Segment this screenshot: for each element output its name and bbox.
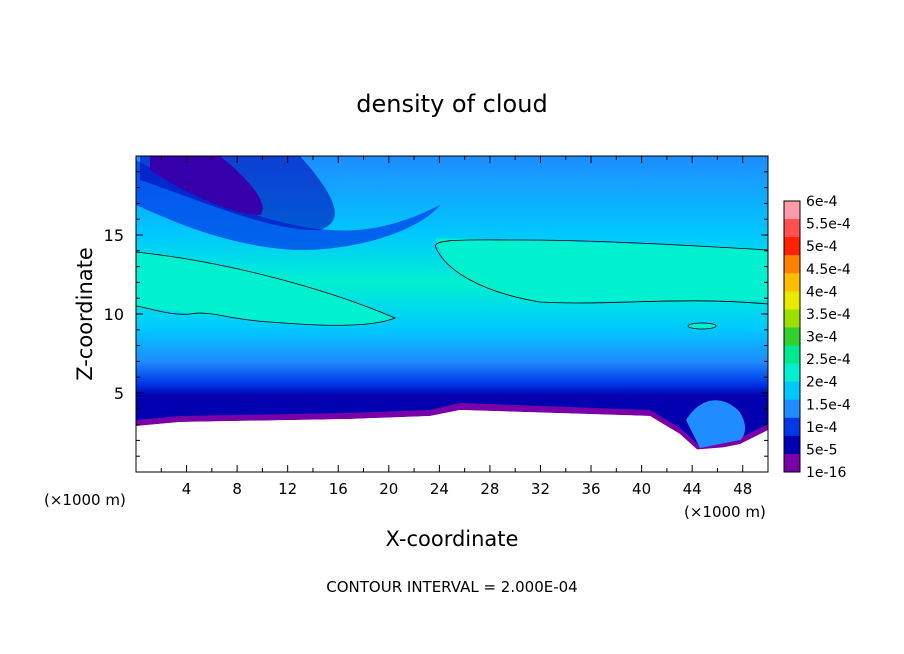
upper-left-dark-band bbox=[140, 156, 335, 231]
chart-title: density of cloud bbox=[356, 90, 547, 118]
left-maximum-region bbox=[136, 252, 395, 326]
x-tick-label: 8 bbox=[232, 480, 242, 498]
x-unit-left: (×1000 m) bbox=[44, 491, 126, 509]
colorbar-swatch bbox=[784, 219, 800, 238]
x-tick-label: 40 bbox=[632, 480, 651, 498]
heatmap-field bbox=[136, 156, 768, 472]
colorbar-label: 3e-4 bbox=[806, 330, 838, 346]
cloud-base-band bbox=[136, 398, 768, 450]
x-tick-label: 28 bbox=[480, 480, 499, 498]
cloud-base-edge bbox=[136, 403, 768, 452]
colorbar-label: 5e-5 bbox=[806, 442, 837, 458]
colorbar-swatch bbox=[784, 399, 800, 419]
colorbar-label: 2e-4 bbox=[806, 375, 838, 391]
colorbar-swatch bbox=[784, 255, 800, 274]
colorbar-label: 1e-4 bbox=[806, 420, 838, 436]
colorbar-swatch bbox=[784, 201, 800, 220]
hill-patch bbox=[686, 400, 745, 448]
small-contour bbox=[687, 322, 717, 330]
colorbar-swatch bbox=[784, 327, 800, 347]
colorbar-label: 1e-16 bbox=[806, 465, 846, 481]
colorbar-frame bbox=[783, 200, 801, 473]
colorbar-swatch bbox=[784, 417, 800, 437]
colorbar-label: 6e-4 bbox=[806, 194, 838, 210]
colorbar: 6e-4 5.5e-4 5e-4 4.5e-4 4e-4 3.5e-4 3e-4 2.5e-4… bbox=[783, 194, 851, 481]
y-tick-label: 10 bbox=[104, 305, 124, 324]
x-tick-label: 20 bbox=[379, 480, 398, 498]
colorbar-swatch bbox=[784, 345, 800, 365]
colorbar-label: 4e-4 bbox=[806, 284, 838, 300]
right-contour-line bbox=[435, 239, 768, 305]
left-contour-line bbox=[136, 251, 397, 326]
x-unit-right: (×1000 m) bbox=[684, 503, 766, 521]
colorbar-swatch bbox=[784, 273, 800, 292]
ground-mask bbox=[136, 410, 768, 472]
colorbar-label: 5.5e-4 bbox=[806, 217, 851, 233]
x-tick-label: 36 bbox=[581, 480, 600, 498]
x-tick-label: 24 bbox=[430, 480, 449, 498]
x-tick-label: 32 bbox=[531, 480, 550, 498]
colorbar-swatch bbox=[784, 435, 800, 455]
x-tick-label: 44 bbox=[683, 480, 702, 498]
colorbar-swatch bbox=[784, 381, 800, 401]
y-tick-label: 15 bbox=[104, 226, 124, 245]
colorbar-label: 2.5e-4 bbox=[806, 352, 851, 368]
colorbar-swatch bbox=[784, 363, 800, 383]
colorbar-swatch bbox=[784, 309, 800, 328]
x-axis: 4 8 12 16 20 24 28 32 36 40 44 48 bbox=[160, 156, 752, 498]
colorbar-label: 5e-4 bbox=[806, 239, 838, 255]
x-tick-label: 4 bbox=[182, 480, 192, 498]
upper-left-dry-band bbox=[136, 160, 440, 250]
x-tick-label: 48 bbox=[733, 480, 752, 498]
y-axis: 5 10 15 bbox=[104, 171, 768, 457]
right-maximum-region bbox=[436, 238, 768, 302]
y-axis-label: Z-coordinate bbox=[73, 247, 97, 381]
x-tick-label: 16 bbox=[329, 480, 348, 498]
contour-interval-note: CONTOUR INTERVAL = 2.000E-04 bbox=[326, 578, 577, 596]
y-tick-label: 5 bbox=[114, 384, 124, 403]
colorbar-swatch bbox=[784, 453, 800, 473]
colorbar-label: 4.5e-4 bbox=[806, 262, 851, 278]
x-tick-label: 12 bbox=[278, 480, 297, 498]
colorbar-swatch bbox=[784, 237, 800, 256]
colorbar-swatch bbox=[784, 291, 800, 310]
colorbar-label: 3.5e-4 bbox=[806, 307, 851, 323]
x-axis-label: X-coordinate bbox=[386, 527, 519, 551]
colorbar-label: 1.5e-4 bbox=[806, 397, 851, 413]
